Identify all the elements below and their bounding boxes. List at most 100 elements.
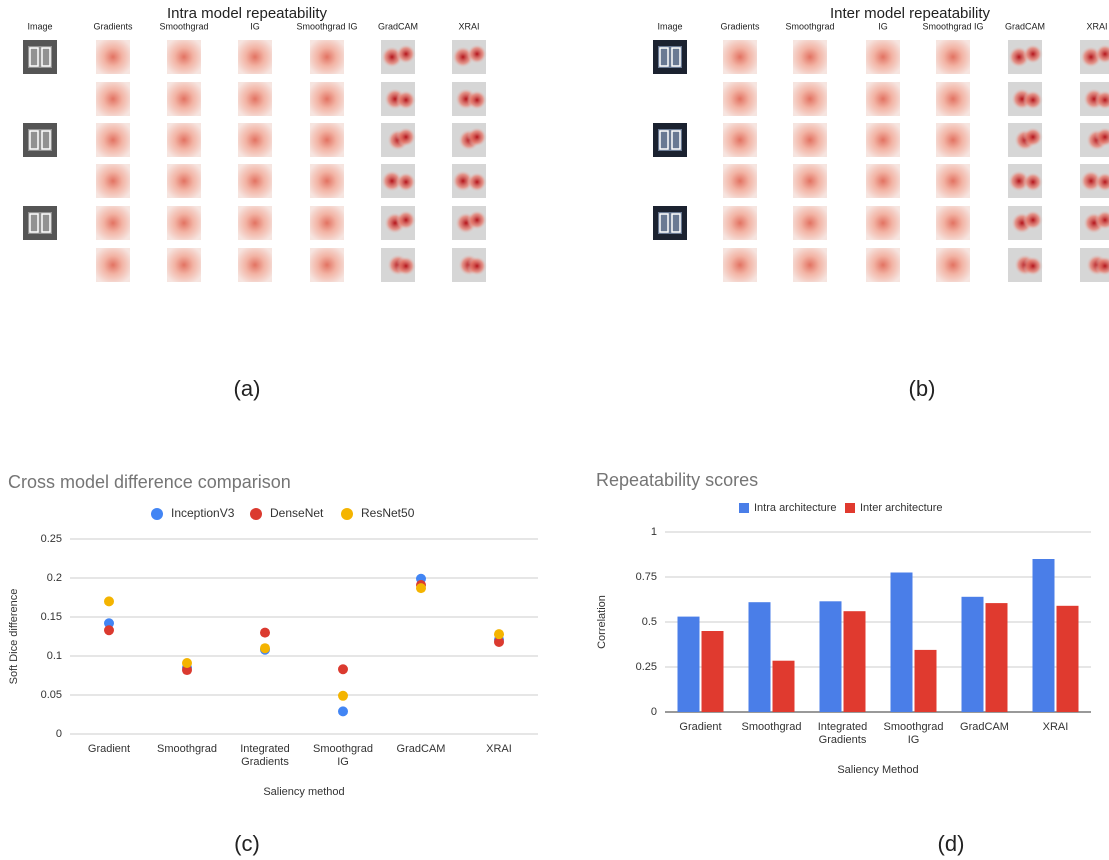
xray-lung: [658, 212, 682, 234]
legend-label: InceptionV3: [171, 506, 235, 520]
saliency-map: [793, 82, 827, 116]
saliency-map: [936, 82, 970, 116]
saliency-blob: [1023, 210, 1043, 230]
saliency-map: [96, 164, 130, 198]
saliency-blob: [467, 44, 487, 64]
x-tick-label: GradCAM: [397, 743, 446, 755]
point: [494, 629, 504, 639]
saliency-map: [167, 206, 201, 240]
saliency-map: [96, 40, 130, 74]
saliency-blob: [1023, 90, 1043, 110]
saliency-blob: [467, 172, 487, 192]
xray-lung: [28, 212, 52, 234]
point: [338, 706, 348, 716]
point: [416, 583, 426, 593]
legend-label: DenseNet: [270, 506, 324, 520]
saliency-map: [866, 82, 900, 116]
saliency-map: [167, 123, 201, 157]
saliency-blob: [396, 256, 416, 276]
saliency-map: [167, 164, 201, 198]
column-header: IG: [878, 21, 888, 31]
y-tick-label: 0: [651, 706, 657, 718]
x-tick-label: Gradient: [88, 743, 130, 755]
saliency-map: [238, 40, 272, 74]
saliency-map: [723, 82, 757, 116]
saliency-map: [96, 206, 130, 240]
y-tick-label: 0: [56, 728, 62, 740]
y-tick-label: 0.05: [41, 689, 62, 701]
point: [260, 643, 270, 653]
saliency-map: [793, 164, 827, 198]
saliency-map: [310, 164, 344, 198]
x-tick-label: Gradient: [679, 721, 721, 733]
column-header: Smoothgrad: [159, 21, 208, 31]
saliency-map: [310, 248, 344, 282]
chart-title: Repeatability scores: [596, 470, 758, 490]
saliency-map: [793, 248, 827, 282]
y-tick-label: 0.2: [47, 572, 62, 584]
point: [338, 664, 348, 674]
bar: [891, 573, 913, 713]
saliency-map: [866, 248, 900, 282]
saliency-map: [866, 123, 900, 157]
saliency-blob: [396, 44, 416, 64]
saliency-blob: [467, 256, 487, 276]
y-tick-label: 0.25: [41, 533, 62, 545]
saliency-map: [167, 40, 201, 74]
column-header: GradCAM: [1005, 21, 1045, 31]
legend-marker: [250, 508, 262, 520]
bar: [915, 650, 937, 712]
saliency-map: [723, 164, 757, 198]
saliency-map: [238, 206, 272, 240]
panel-label: (a): [234, 376, 261, 401]
bar: [962, 597, 984, 712]
point: [104, 625, 114, 635]
legend-marker: [341, 508, 353, 520]
x-axis-label: Saliency Method: [837, 764, 918, 776]
bar: [844, 611, 866, 712]
bar: [773, 661, 795, 712]
y-axis-label: Correlation: [596, 595, 608, 649]
column-header: Image: [27, 21, 52, 31]
y-tick-label: 1: [651, 526, 657, 538]
xray-lung: [28, 129, 52, 151]
saliency-blob: [396, 172, 416, 192]
column-header: IG: [250, 21, 260, 31]
saliency-map: [310, 82, 344, 116]
saliency-blob: [1023, 172, 1043, 192]
legend-label: Inter architecture: [860, 502, 943, 514]
saliency-map: [723, 206, 757, 240]
y-tick-label: 0.25: [636, 661, 657, 673]
column-header: Smoothgrad: [785, 21, 834, 31]
x-tick-label: Smoothgrad: [742, 721, 802, 733]
saliency-blob: [467, 90, 487, 110]
column-header: Gradients: [720, 21, 760, 31]
xray-lung: [658, 129, 682, 151]
saliency-map: [167, 82, 201, 116]
figure: Intra model repeatability(a)ImageGradien…: [0, 0, 1109, 860]
saliency-map: [936, 40, 970, 74]
saliency-map: [167, 248, 201, 282]
column-header: Image: [657, 21, 682, 31]
point: [260, 628, 270, 638]
saliency-map: [936, 123, 970, 157]
saliency-map: [936, 164, 970, 198]
saliency-map: [866, 40, 900, 74]
column-header: GradCAM: [378, 21, 418, 31]
saliency-blob: [396, 210, 416, 230]
saliency-map: [310, 123, 344, 157]
column-header: Gradients: [93, 21, 133, 31]
y-tick-label: 0.15: [41, 611, 62, 623]
saliency-map: [238, 248, 272, 282]
x-tick-label: XRAI: [486, 743, 512, 755]
bar: [678, 617, 700, 712]
x-axis-label: Saliency method: [263, 786, 344, 798]
saliency-map: [936, 206, 970, 240]
legend-marker: [845, 503, 855, 513]
saliency-map: [723, 123, 757, 157]
saliency-map: [238, 82, 272, 116]
saliency-map: [310, 40, 344, 74]
saliency-map: [238, 123, 272, 157]
x-tick-label: SmoothgradIG: [884, 721, 944, 746]
